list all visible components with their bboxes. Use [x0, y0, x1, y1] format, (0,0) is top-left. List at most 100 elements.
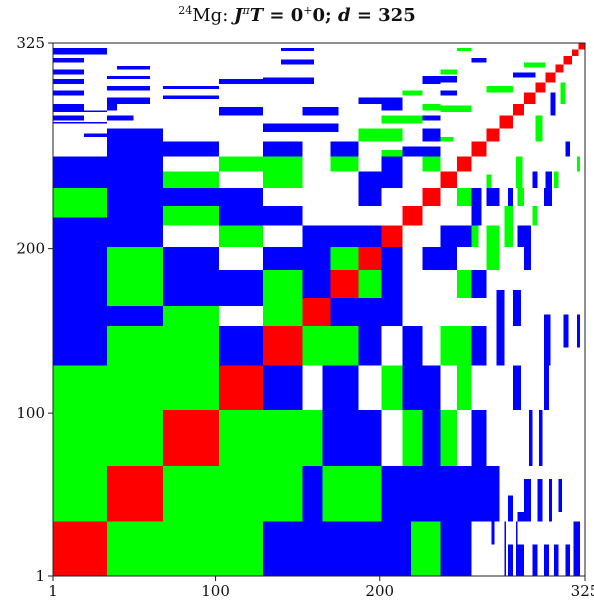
matrix-block — [512, 289, 521, 326]
matrix-block-mirror — [381, 409, 403, 466]
matrix-block-mirror — [440, 246, 457, 271]
matrix-block — [358, 187, 382, 206]
matrix-block-mirror — [117, 66, 150, 70]
matrix-block — [422, 128, 441, 142]
matrix-block-mirror — [471, 325, 487, 366]
axis-tick-labels: 1 100 200 325 1 100 200 325 — [16, 34, 594, 600]
matrix-block — [107, 156, 164, 188]
matrix-block-mirror — [422, 225, 441, 247]
matrix-block — [471, 225, 479, 247]
matrix-block-mirror — [281, 59, 315, 65]
matrix-block-mirror — [524, 62, 546, 68]
y-tick-label: 1 — [35, 567, 45, 585]
matrix-block — [53, 115, 85, 121]
diagonal-block — [107, 465, 164, 522]
title-j: J — [233, 5, 243, 26]
matrix-block — [302, 225, 331, 247]
matrix-block — [263, 141, 303, 157]
matrix-block — [218, 325, 264, 366]
matrix-block-mirror — [163, 465, 264, 522]
matrix-block — [218, 205, 264, 226]
matrix-block-mirror — [53, 110, 108, 113]
matrix-block-mirror — [440, 521, 472, 576]
matrix-block-mirror — [565, 544, 571, 576]
matrix-block-mirror — [263, 77, 315, 85]
matrix-block-mirror — [218, 521, 264, 576]
matrix-block-mirror — [381, 465, 403, 522]
matrix-block-mirror — [456, 187, 472, 206]
matrix-block-mirror — [410, 521, 441, 576]
matrix-block — [107, 225, 164, 247]
matrix-block-mirror — [263, 521, 339, 576]
matrix-block — [358, 225, 382, 247]
matrix-block-mirror — [218, 409, 264, 466]
matrix-block — [302, 187, 331, 206]
matrix-block-mirror — [402, 297, 423, 326]
matrix-block — [163, 270, 219, 307]
matrix-block — [163, 187, 219, 206]
matrix-block-mirror — [486, 544, 500, 576]
matrix-block-mirror — [532, 544, 538, 576]
matrix-block — [263, 205, 303, 226]
matrix-block-mirror — [486, 85, 513, 93]
title-pi: π — [242, 4, 250, 17]
matrix-block — [535, 115, 543, 142]
plot-frame — [52, 42, 586, 577]
matrix-block-mirror — [281, 47, 315, 52]
matrix-block-mirror — [486, 187, 500, 206]
matrix-block-mirror — [517, 225, 525, 247]
matrix-block — [163, 225, 219, 247]
matrix-block-mirror — [456, 270, 472, 298]
matrix-block-mirror — [358, 270, 382, 298]
matrix-block-mirror — [440, 225, 472, 247]
diagonal-block — [440, 171, 457, 188]
matrix-block — [486, 325, 495, 366]
matrix-block — [402, 90, 423, 96]
matrix-block — [53, 79, 85, 85]
matrix-block-mirror — [532, 205, 538, 226]
matrix-block-mirror — [163, 85, 219, 90]
matrix-block — [53, 47, 108, 52]
matrix-block — [381, 103, 403, 111]
matrix-block-mirror — [440, 270, 457, 298]
matrix-block — [107, 141, 164, 157]
matrix-block-mirror — [486, 246, 500, 271]
matrix-block — [53, 409, 108, 522]
matrix-block — [560, 82, 566, 104]
matrix-block-mirror — [422, 75, 457, 83]
matrix-block — [263, 156, 303, 188]
matrix-block — [53, 141, 108, 157]
matrix-block-mirror — [422, 297, 441, 326]
matrix-block — [107, 365, 164, 466]
matrix-block — [107, 270, 164, 307]
matrix-block-mirror — [107, 521, 219, 576]
diagonal-block — [263, 325, 303, 366]
matrix-block-mirror — [507, 187, 513, 206]
title-colon: : — [222, 5, 234, 26]
matrix-block — [524, 478, 531, 522]
matrix-block — [504, 521, 507, 576]
matrix-block-mirror — [302, 107, 339, 116]
matrix-block — [218, 171, 264, 188]
matrix-block-mirror — [456, 246, 472, 271]
matrix-block-mirror — [422, 365, 441, 410]
matrix-block — [53, 156, 108, 188]
matrix-block-mirror — [507, 544, 513, 576]
matrix-block-mirror — [263, 409, 303, 466]
matrix-block-mirror — [358, 97, 403, 104]
matrix-block — [516, 521, 518, 576]
diagonal-block — [218, 365, 264, 410]
heatmap-cells — [53, 43, 585, 576]
matrix-block — [107, 306, 164, 326]
title-eq1: = 0 — [263, 5, 304, 26]
x-tick-label: 325 — [571, 582, 594, 600]
matrix-block — [53, 365, 108, 410]
matrix-block — [422, 115, 441, 121]
matrix-block — [529, 409, 533, 466]
matrix-block — [573, 521, 577, 576]
matrix-block — [330, 171, 359, 188]
diagonal-block — [578, 43, 585, 50]
matrix-block — [543, 365, 549, 410]
matrix-block — [504, 205, 513, 247]
matrix-block-mirror — [440, 409, 457, 466]
